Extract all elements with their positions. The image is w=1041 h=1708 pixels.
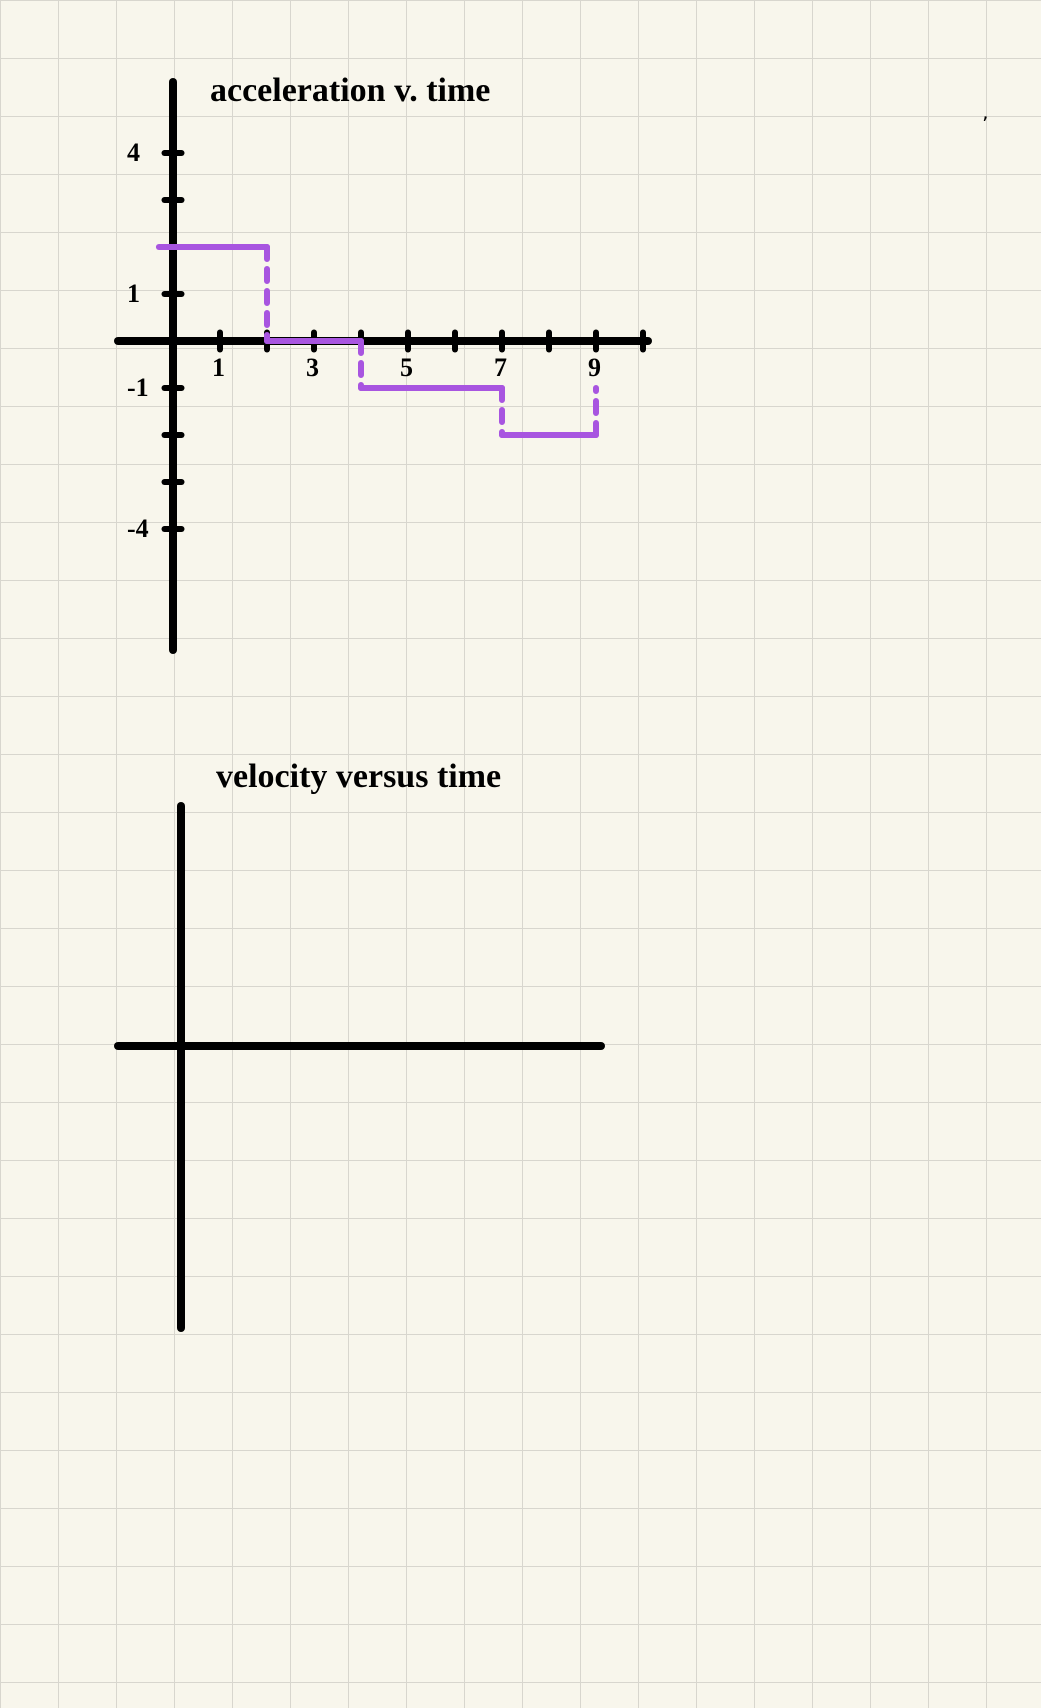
chart1-x-tick-label: 3: [306, 353, 319, 383]
page-container: acceleration v. time velocity versus tim…: [0, 0, 1041, 1708]
chart1-x-tick-label: 9: [588, 353, 601, 383]
chart1-x-tick-label: 1: [212, 353, 225, 383]
chart1-y-tick-label: -1: [127, 373, 149, 403]
chart1-y-tick-label: -4: [127, 514, 149, 544]
chart1-y-tick-label: 4: [127, 138, 140, 168]
chart1-x-tick-label: 7: [494, 353, 507, 383]
chart1-title: acceleration v. time: [210, 72, 490, 110]
chart1-y-tick-label: 1: [127, 279, 140, 309]
chart1-x-tick-label: 5: [400, 353, 413, 383]
drawing-surface: [0, 0, 1041, 1708]
chart2-title: velocity versus time: [216, 758, 501, 796]
stray-mark: ՚: [982, 112, 988, 137]
